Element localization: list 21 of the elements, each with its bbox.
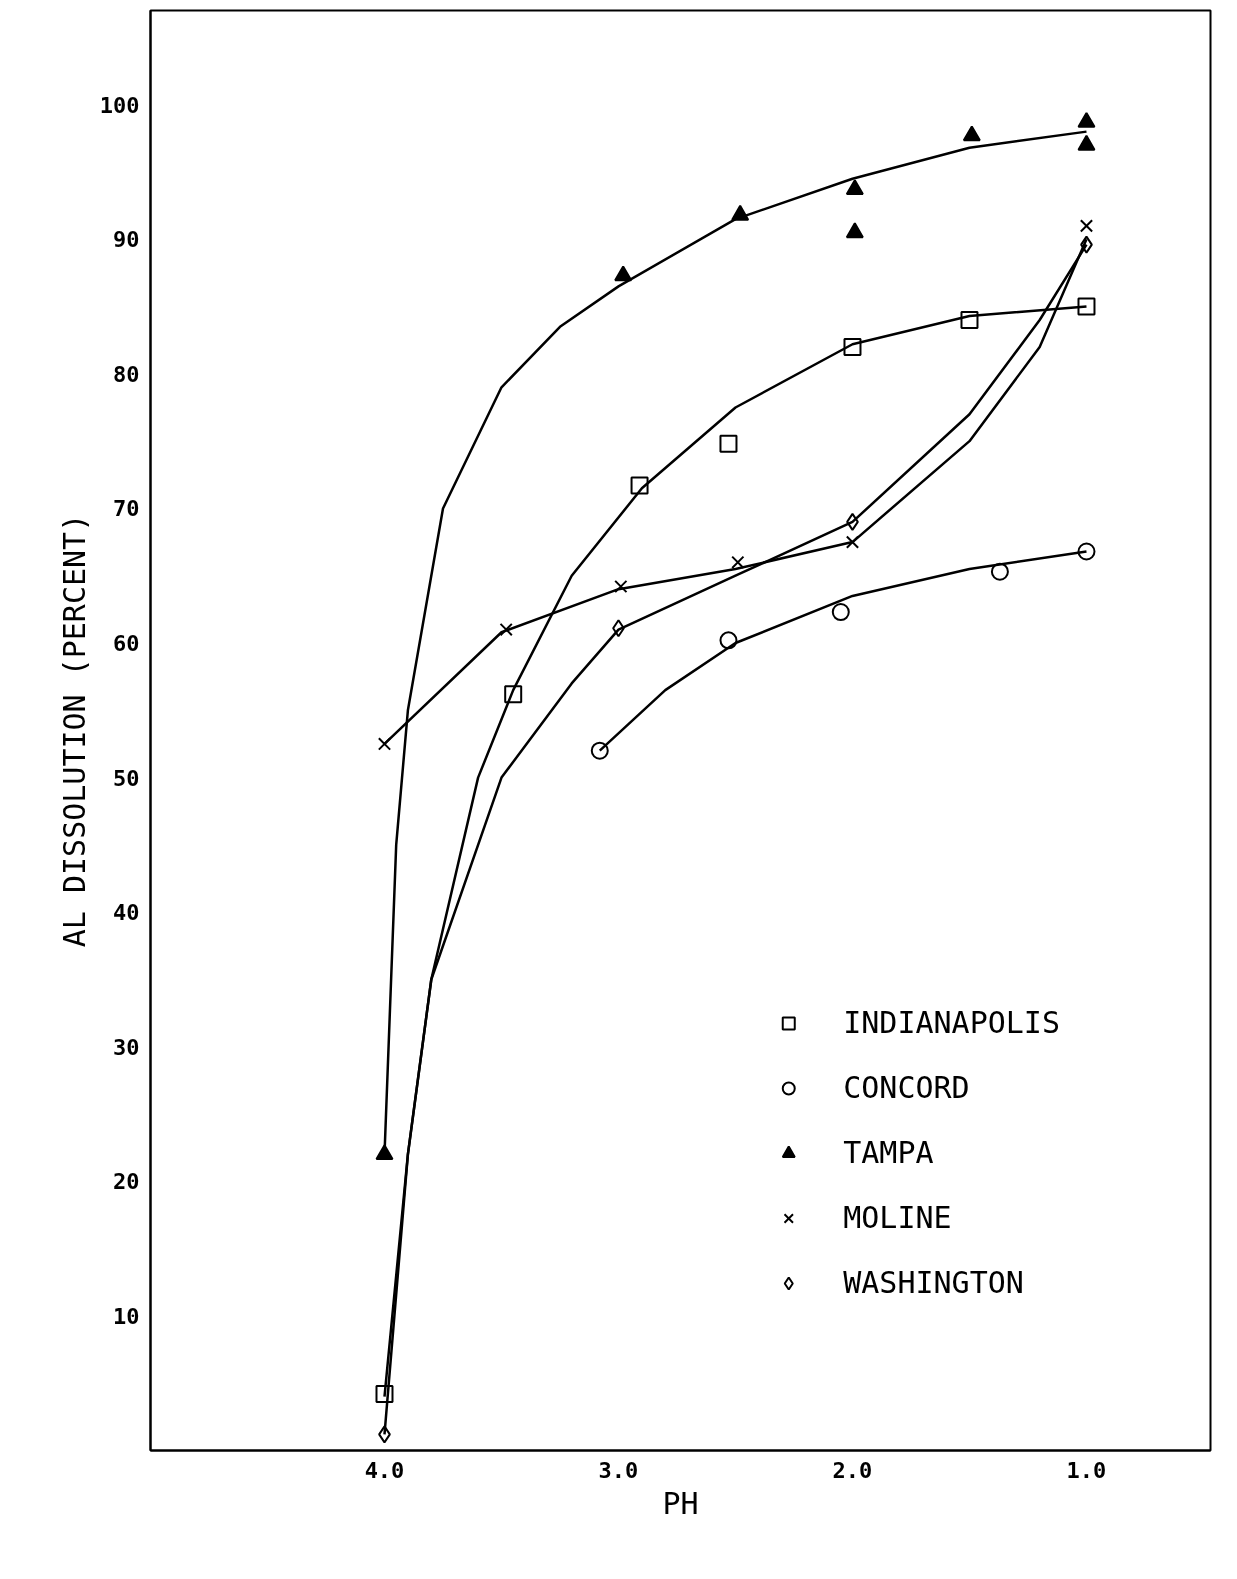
y-axis-title: AL DISSOLUTION (PERCENT): [56, 513, 92, 948]
y-tick-label: 20: [113, 1169, 140, 1195]
x-axis-title: PH: [662, 1485, 699, 1521]
y-tick-label: 90: [113, 227, 140, 253]
y-tick-label: 100: [99, 92, 140, 118]
y-tick-label: 60: [113, 631, 140, 657]
y-tick-label: 30: [113, 1034, 140, 1060]
y-tick-label: 80: [113, 361, 140, 387]
x-tick-label: 2.0: [832, 1457, 873, 1483]
y-tick-label: 10: [113, 1303, 140, 1329]
y-tick-label: 70: [113, 496, 140, 522]
legend-label: INDIANAPOLIS: [843, 1005, 1060, 1040]
legend-label: MOLINE: [843, 1200, 952, 1235]
y-tick-label: 50: [113, 765, 140, 791]
legend-label: TAMPA: [843, 1135, 934, 1170]
legend-label: CONCORD: [843, 1070, 970, 1105]
y-tick-label: 40: [113, 900, 140, 926]
x-tick-label: 1.0: [1066, 1457, 1107, 1483]
x-tick-label: 4.0: [364, 1457, 405, 1483]
legend-label: WASHINGTON: [843, 1265, 1024, 1300]
x-tick-label: 3.0: [598, 1457, 639, 1483]
